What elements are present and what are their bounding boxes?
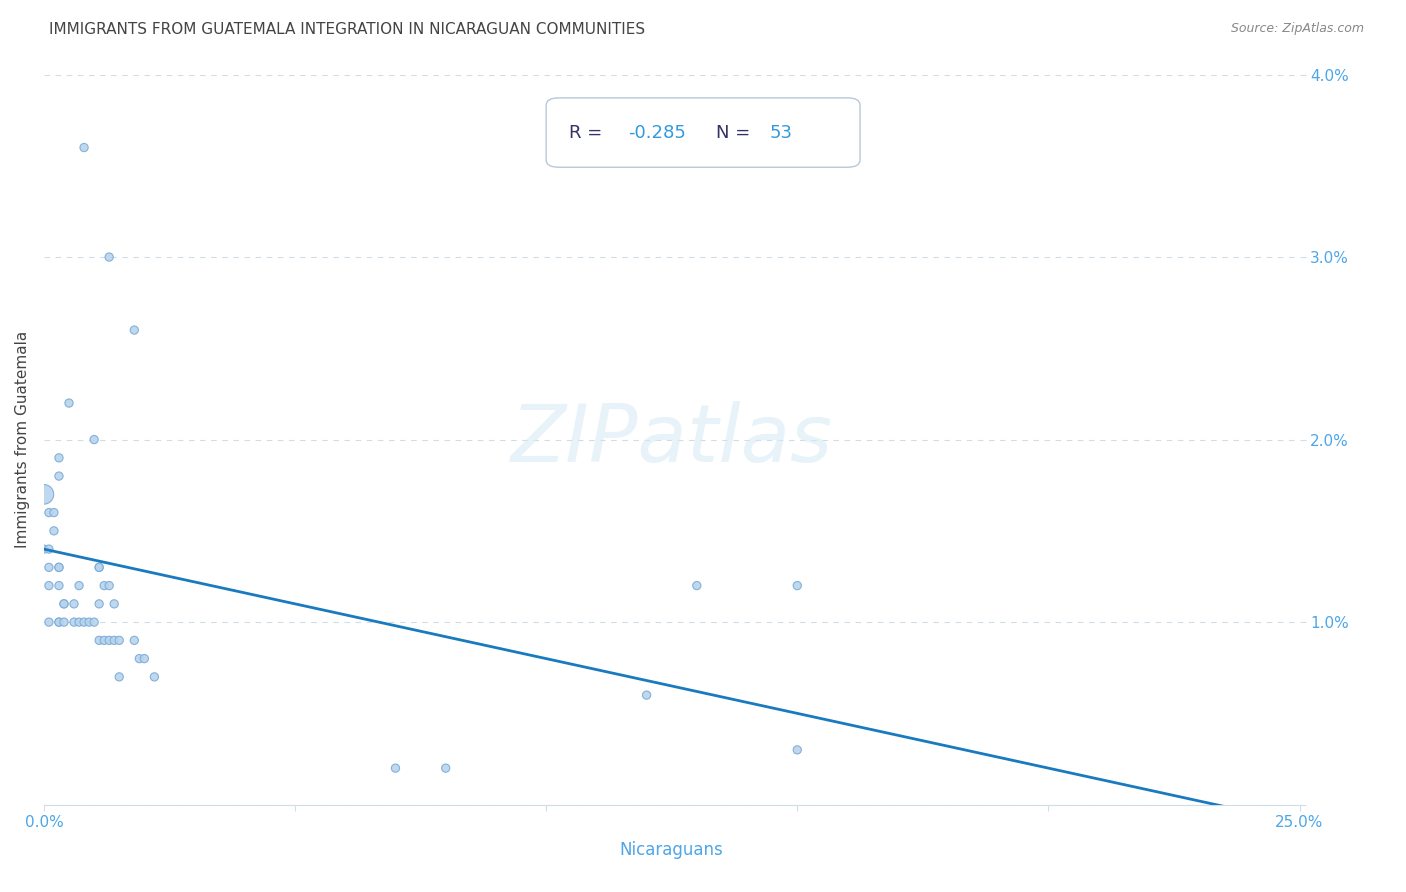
Point xyxy=(38,579,60,593)
Point xyxy=(53,597,76,611)
Point xyxy=(38,542,60,557)
Point xyxy=(48,560,70,574)
Text: ZIPatlas: ZIPatlas xyxy=(510,401,832,479)
Point xyxy=(89,633,111,648)
Point xyxy=(38,506,60,520)
Point xyxy=(48,579,70,593)
Point xyxy=(42,524,65,538)
Point xyxy=(73,140,96,154)
Point xyxy=(48,615,70,629)
Point xyxy=(108,670,131,684)
Point xyxy=(686,579,709,593)
Point xyxy=(786,743,808,757)
Point xyxy=(48,615,70,629)
Point xyxy=(786,579,808,593)
Point xyxy=(89,560,111,574)
Point xyxy=(434,761,457,775)
Point xyxy=(67,579,90,593)
Point xyxy=(124,633,146,648)
Text: 53: 53 xyxy=(769,124,793,142)
Point xyxy=(124,323,146,337)
Point xyxy=(103,633,125,648)
Point xyxy=(67,615,90,629)
Point xyxy=(83,615,105,629)
Point xyxy=(38,615,60,629)
Point xyxy=(384,761,406,775)
Point xyxy=(108,633,131,648)
Point xyxy=(98,633,121,648)
Text: IMMIGRANTS FROM GUATEMALA INTEGRATION IN NICARAGUAN COMMUNITIES: IMMIGRANTS FROM GUATEMALA INTEGRATION IN… xyxy=(49,22,645,37)
Point xyxy=(53,615,76,629)
Point xyxy=(48,560,70,574)
Point xyxy=(103,597,125,611)
Y-axis label: Immigrants from Guatemala: Immigrants from Guatemala xyxy=(15,331,30,549)
Point xyxy=(98,579,121,593)
Point xyxy=(73,615,96,629)
Point xyxy=(98,250,121,264)
Point xyxy=(143,670,166,684)
FancyBboxPatch shape xyxy=(546,98,860,167)
Text: N =: N = xyxy=(716,124,755,142)
Point xyxy=(89,597,111,611)
Text: Source: ZipAtlas.com: Source: ZipAtlas.com xyxy=(1230,22,1364,36)
Point xyxy=(32,542,55,557)
Point xyxy=(63,597,86,611)
X-axis label: Nicaraguans: Nicaraguans xyxy=(620,841,724,859)
Text: -0.285: -0.285 xyxy=(627,124,686,142)
Point xyxy=(83,433,105,447)
Point xyxy=(38,560,60,574)
Point xyxy=(58,396,80,410)
Point xyxy=(48,450,70,465)
Point xyxy=(93,633,115,648)
Point xyxy=(636,688,658,702)
Point xyxy=(89,560,111,574)
Text: R =: R = xyxy=(569,124,607,142)
Point xyxy=(128,651,150,665)
Point xyxy=(48,469,70,483)
Point xyxy=(42,506,65,520)
Point xyxy=(63,615,86,629)
Point xyxy=(134,651,156,665)
Point xyxy=(93,579,115,593)
Point xyxy=(53,597,76,611)
Point xyxy=(32,487,55,501)
Point xyxy=(77,615,100,629)
